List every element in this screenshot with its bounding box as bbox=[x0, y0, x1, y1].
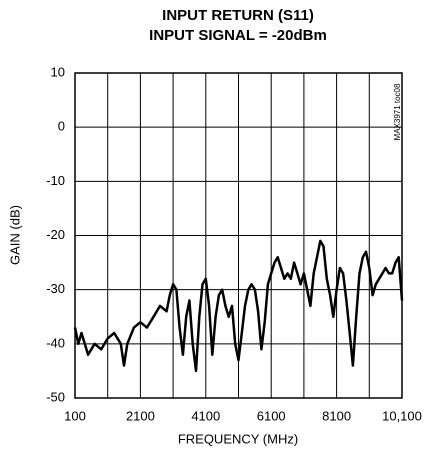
x-tick-label: 6100 bbox=[257, 408, 286, 423]
y-tick-label: -10 bbox=[46, 173, 65, 188]
x-tick-label: 2100 bbox=[126, 408, 155, 423]
x-tick-label: 4100 bbox=[191, 408, 220, 423]
y-tick-label: -40 bbox=[46, 335, 65, 350]
y-tick-label: 0 bbox=[58, 119, 65, 134]
figure-note: MAX3971 toc08 bbox=[393, 83, 402, 140]
x-axis-label: FREQUENCY (MHz) bbox=[178, 431, 298, 446]
y-tick-label: -20 bbox=[46, 227, 65, 242]
y-tick-label: 10 bbox=[51, 64, 65, 79]
x-tick-label: 100 bbox=[64, 408, 86, 423]
x-tick-label: 10,100 bbox=[382, 408, 422, 423]
chart-subtitle: INPUT SIGNAL = -20dBm bbox=[149, 27, 327, 44]
plot-frame bbox=[74, 72, 403, 399]
y-tick-label: -30 bbox=[46, 281, 65, 296]
x-tick-label: 8100 bbox=[322, 408, 351, 423]
chart-title: INPUT RETURN (S11) bbox=[162, 7, 314, 24]
data-line bbox=[73, 239, 404, 373]
y-axis-label: GAIN (dB) bbox=[7, 205, 22, 265]
y-tick-label: -50 bbox=[46, 389, 65, 404]
